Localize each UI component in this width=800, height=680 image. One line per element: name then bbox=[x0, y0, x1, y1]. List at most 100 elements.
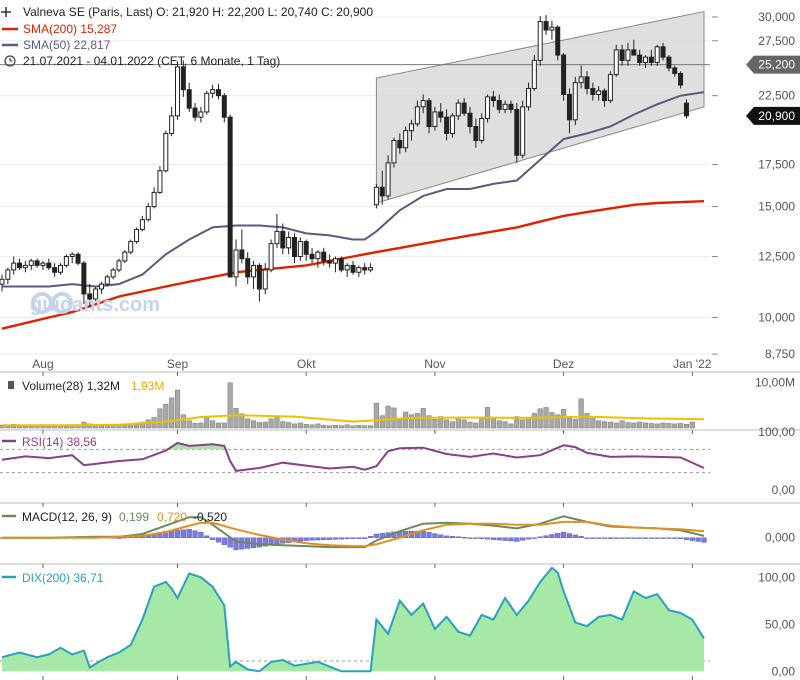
volume-bar bbox=[461, 419, 467, 429]
macd-histogram-bar bbox=[239, 537, 245, 550]
volume-bar bbox=[233, 408, 239, 429]
rsi-title: RSI(14) 38,56 bbox=[22, 435, 97, 449]
candle-body bbox=[455, 102, 461, 117]
x-axis-label: Jan '22 bbox=[673, 357, 712, 371]
volume-bar bbox=[262, 421, 268, 429]
volume-bar bbox=[414, 413, 420, 429]
price-axis-label: 8,750 bbox=[765, 347, 795, 361]
volume-bar bbox=[344, 424, 350, 429]
volume-bar bbox=[186, 420, 192, 429]
price-axis-label: 30,000 bbox=[758, 10, 795, 24]
macd-panel: 0,000 MACD(12, 26, 9) 0,199 0,720 -0,520 bbox=[0, 502, 800, 551]
candle-body bbox=[210, 89, 216, 94]
volume-bar bbox=[578, 398, 584, 429]
sma200-legend: SMA(200) 15,287 bbox=[23, 22, 117, 36]
macd-histogram-bar bbox=[473, 537, 479, 539]
macd-histogram-bar bbox=[531, 537, 537, 539]
candle-body bbox=[175, 66, 180, 117]
candle-body bbox=[52, 267, 58, 273]
candle-body bbox=[280, 230, 286, 249]
candle-body bbox=[151, 191, 157, 208]
volume-bar bbox=[455, 417, 461, 429]
macd-signal-line bbox=[2, 520, 705, 548]
macd-histogram-bar bbox=[578, 536, 584, 538]
candle-body bbox=[40, 262, 46, 266]
rsi-panel: 100,00 0,00 RSI(14) 38,56 bbox=[0, 425, 800, 497]
volume-bar bbox=[654, 423, 660, 429]
macd-histogram-bar bbox=[426, 532, 432, 538]
candle-body bbox=[502, 103, 508, 110]
volume-bar bbox=[625, 422, 631, 429]
macd-histogram-bar bbox=[444, 535, 450, 538]
candle-body bbox=[613, 49, 619, 76]
macd-histogram-bar bbox=[502, 537, 508, 541]
date-range: 21.07.2021 - 04.01.2022 (CET, 6 Monate, … bbox=[23, 54, 280, 68]
volume-bar bbox=[251, 420, 257, 429]
price-axis-label: 22,500 bbox=[758, 89, 795, 103]
candle-body bbox=[344, 264, 350, 271]
candle-body bbox=[268, 243, 274, 271]
candle-body bbox=[660, 46, 666, 58]
candle-body bbox=[596, 90, 602, 95]
candle-body bbox=[566, 93, 572, 121]
volume-bar bbox=[683, 424, 690, 429]
volume-bar bbox=[689, 421, 695, 429]
macd-histogram-bar bbox=[455, 536, 461, 538]
volume-bar bbox=[496, 420, 502, 429]
candle-body bbox=[420, 100, 426, 108]
price-panel: guidants.com 30,00027,50025,20022,50020,… bbox=[0, 5, 800, 371]
candle-body bbox=[572, 82, 578, 121]
volume-bar bbox=[373, 403, 379, 429]
macd-histogram-bar bbox=[484, 537, 491, 540]
volume-bar bbox=[356, 425, 362, 429]
candle-body bbox=[403, 130, 409, 149]
candle-body bbox=[432, 111, 438, 128]
price-axis-label: 15,000 bbox=[758, 200, 795, 214]
macd-histogram-bar bbox=[315, 537, 321, 541]
macd-histogram-bar bbox=[701, 537, 707, 543]
macd-histogram-bar bbox=[584, 537, 590, 539]
volume-bar bbox=[590, 418, 596, 429]
macd-histogram-bar bbox=[666, 537, 672, 539]
macd-histogram-bar bbox=[420, 531, 426, 538]
macd-histogram-bar bbox=[683, 537, 690, 540]
volume-bar bbox=[473, 422, 479, 429]
candle-body bbox=[145, 206, 151, 221]
volume-bar bbox=[408, 414, 415, 429]
candle-body bbox=[332, 258, 338, 264]
candle-body bbox=[508, 103, 514, 110]
volume-bar bbox=[666, 423, 672, 429]
candle-body bbox=[414, 106, 420, 125]
candle-body bbox=[490, 96, 496, 102]
candle-body bbox=[543, 21, 549, 31]
volume-bar bbox=[660, 422, 666, 429]
candle-body bbox=[637, 54, 643, 64]
candle-body bbox=[104, 276, 110, 285]
volume-bar bbox=[215, 422, 221, 429]
macd-histogram-bar bbox=[297, 537, 303, 542]
rsi-line bbox=[1, 441, 705, 472]
candle-body bbox=[286, 236, 292, 249]
macd-histogram-bar bbox=[204, 535, 210, 538]
volume-bar bbox=[520, 419, 526, 429]
macd-histogram-bar bbox=[596, 537, 602, 539]
candle-body bbox=[678, 72, 684, 86]
volume-bar bbox=[555, 414, 561, 429]
macd-histogram-bar bbox=[233, 537, 239, 551]
macd-histogram-bar bbox=[572, 534, 578, 538]
volume-bar bbox=[672, 423, 678, 429]
volume-bar bbox=[648, 423, 654, 429]
macd-histogram-bar bbox=[601, 537, 608, 539]
macd-histogram-bar bbox=[561, 531, 567, 538]
macd-histogram-bar bbox=[520, 537, 526, 541]
candle-body bbox=[561, 54, 567, 95]
candle-body bbox=[93, 288, 99, 300]
macd-histogram-bar bbox=[689, 537, 695, 541]
volume-bar bbox=[444, 419, 450, 429]
macd-signal-value: 0,720 bbox=[157, 510, 187, 524]
volume-bar bbox=[303, 424, 309, 429]
macd-histogram-bar bbox=[338, 537, 344, 540]
volume-bar bbox=[227, 382, 233, 429]
volume-bar bbox=[139, 421, 145, 429]
header-legend: Valneva SE (Paris, Last) O: 21,920 H: 22… bbox=[1, 5, 373, 68]
